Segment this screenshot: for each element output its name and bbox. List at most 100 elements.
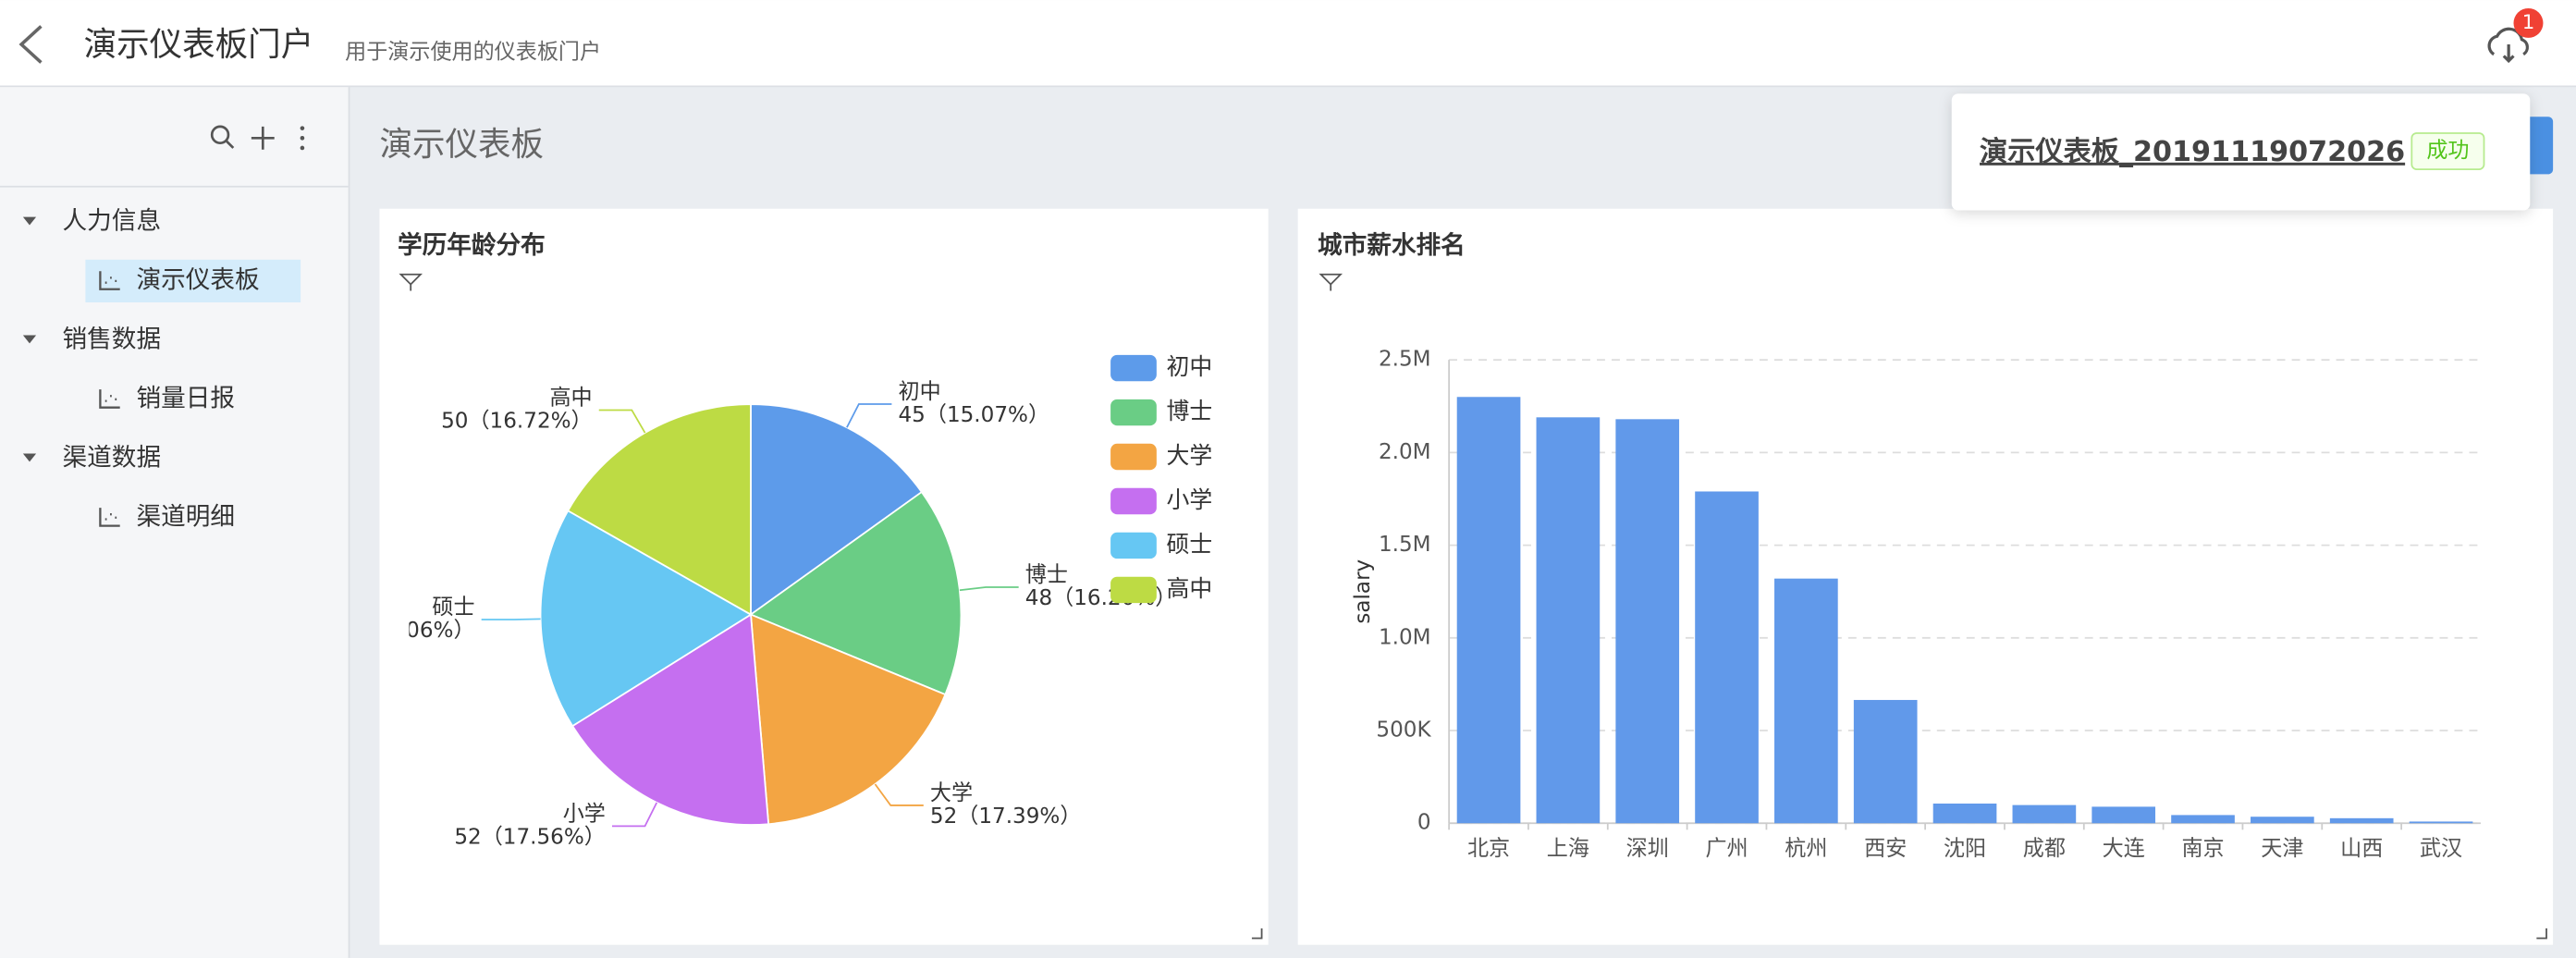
legend-label[interactable]: 硕士 xyxy=(1167,531,1213,558)
popover-box xyxy=(1951,93,2531,211)
download-file-link[interactable]: 演示仪表板_20191119072026 xyxy=(1980,136,2405,168)
slice-label-name: 博士 xyxy=(1025,563,1068,587)
badge-count: 1 xyxy=(2522,11,2535,34)
badge xyxy=(2513,7,2544,38)
legend-swatch[interactable] xyxy=(1110,487,1157,515)
slice-label-value: 45（15.07%） xyxy=(899,403,1050,427)
status-tag xyxy=(2410,132,2485,170)
bar[interactable] xyxy=(1695,491,1759,824)
pie-chart: 初中45（15.07%）博士48（16.20%）大学52（17.39%）小学52… xyxy=(324,380,1176,849)
slice-label-name: 大学 xyxy=(930,781,973,805)
chart-icon xyxy=(99,508,120,527)
bar[interactable] xyxy=(1456,397,1521,824)
download-popover: 演示仪表板_20191119072026 成功 xyxy=(1951,93,2531,211)
pie-slice xyxy=(749,613,947,826)
download-button[interactable]: 1 xyxy=(2487,7,2544,64)
back-button[interactable] xyxy=(18,25,43,64)
chart-icon xyxy=(99,271,120,290)
x-tick-label: 深圳 xyxy=(1626,837,1669,861)
slice-label-value: 50（16.72%） xyxy=(441,409,593,433)
slice-label-name: 硕士 xyxy=(432,596,474,620)
legend-swatch[interactable] xyxy=(1110,443,1157,471)
expand-arrow xyxy=(22,216,37,226)
legend-swatch[interactable] xyxy=(1110,532,1157,559)
x-tick-label: 成都 xyxy=(2023,837,2066,861)
slice-label-value: 51（17.06%） xyxy=(324,619,475,643)
y-tick-label: 2.0M xyxy=(1379,440,1431,464)
y-tick-label: 1.5M xyxy=(1379,533,1431,557)
bar[interactable] xyxy=(2409,821,2473,824)
y-tick-label: 1.0M xyxy=(1379,625,1431,649)
pie-slice xyxy=(570,613,770,826)
search-icon-handle xyxy=(226,140,235,149)
y-tick-label: 500K xyxy=(1376,718,1431,743)
resize-handle[interactable] xyxy=(2536,927,2547,940)
bar[interactable] xyxy=(1932,803,1997,824)
header-title: 演示仪表板门户 xyxy=(84,26,314,64)
bar[interactable] xyxy=(2329,817,2394,824)
tree-group[interactable]: 渠道数据 xyxy=(63,443,162,472)
x-tick-label: 沈阳 xyxy=(1944,837,1986,861)
legend-swatch[interactable] xyxy=(1110,399,1157,426)
bar[interactable] xyxy=(1536,417,1601,824)
pie-slice xyxy=(749,490,963,696)
x-tick-label: 天津 xyxy=(2261,837,2303,861)
legend-swatch[interactable] xyxy=(1110,354,1157,382)
bar[interactable] xyxy=(1774,578,1838,824)
add-icon[interactable] xyxy=(251,126,275,150)
x-tick-label: 大连 xyxy=(2103,837,2145,861)
label-line xyxy=(598,409,646,434)
cloud-icon xyxy=(2487,27,2529,56)
header-subtitle: 用于演示使用的仪表板门户 xyxy=(345,40,601,64)
bar[interactable] xyxy=(2251,817,2314,824)
tree-group[interactable]: 人力信息 xyxy=(63,206,162,235)
charts: 初中45（15.07%）博士48（16.20%）大学52（17.39%）小学52… xyxy=(324,348,2481,861)
tree-item[interactable]: 演示仪表板 xyxy=(136,265,259,294)
legend-label[interactable]: 小学 xyxy=(1167,486,1213,513)
legend-label[interactable]: 大学 xyxy=(1167,442,1213,469)
chart-title: 学历年龄分布 xyxy=(398,231,546,260)
x-tick-label: 南京 xyxy=(2181,837,2224,861)
legend-label[interactable]: 高中 xyxy=(1167,575,1213,602)
x-tick-label: 上海 xyxy=(1547,837,1589,861)
expand-arrow xyxy=(22,335,37,344)
tree-group[interactable]: 销售数据 xyxy=(63,325,162,353)
chart-title: 城市薪水排名 xyxy=(1318,231,1466,260)
label-line xyxy=(959,586,1019,592)
bar[interactable] xyxy=(1615,419,1680,824)
pie-slice xyxy=(567,403,752,617)
bar[interactable] xyxy=(1853,699,1918,824)
y-axis-label: salary xyxy=(1351,559,1375,624)
expand-arrow xyxy=(22,453,37,462)
legend-swatch[interactable] xyxy=(1110,576,1157,604)
search-icon[interactable] xyxy=(210,125,230,144)
bar[interactable] xyxy=(2012,804,2077,824)
y-tick-label: 2.5M xyxy=(1379,348,1431,372)
x-tick-label: 广州 xyxy=(1705,837,1748,861)
y-tick-label: 0 xyxy=(1417,811,1431,835)
slice-label-name: 小学 xyxy=(563,802,606,826)
x-tick-label: 武汉 xyxy=(2420,837,2462,861)
slice-label-name: 初中 xyxy=(899,380,941,404)
label-line xyxy=(611,802,658,828)
filter-icon[interactable] xyxy=(399,273,423,291)
x-tick-label: 北京 xyxy=(1467,837,1510,861)
pie-slice xyxy=(539,510,753,728)
more-icon[interactable] xyxy=(300,126,305,151)
bar[interactable] xyxy=(2091,806,2156,824)
x-tick-label: 杭州 xyxy=(1785,837,1827,861)
x-tick-label: 山西 xyxy=(2340,837,2383,861)
dashboard-title: 演示仪表板 xyxy=(379,126,544,164)
legend-label[interactable]: 初中 xyxy=(1167,353,1213,380)
filter-icon[interactable] xyxy=(1319,273,1343,291)
tree-item[interactable]: 渠道明细 xyxy=(136,502,235,531)
bar[interactable] xyxy=(2171,815,2235,824)
resize-handle[interactable] xyxy=(1251,927,1263,940)
tree-item[interactable]: 销量日报 xyxy=(136,384,235,412)
slice-label-value: 52（17.39%） xyxy=(930,804,1082,829)
chart-icon xyxy=(99,389,120,409)
legend-label[interactable]: 博士 xyxy=(1167,398,1213,424)
